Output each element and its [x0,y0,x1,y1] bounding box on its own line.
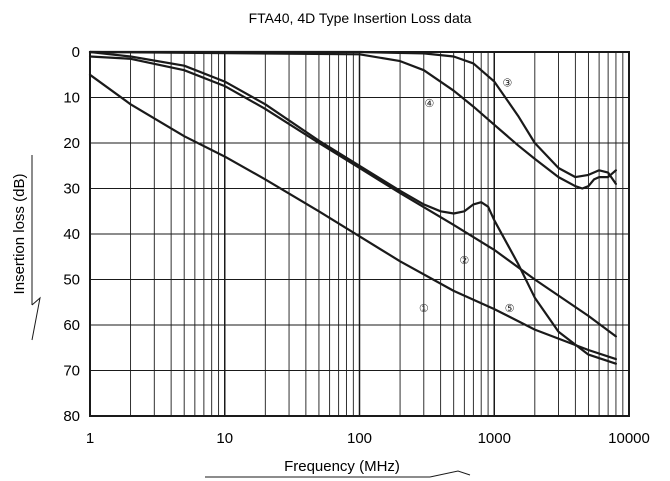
y-tick-label: 20 [63,135,80,152]
x-tick-label: 1000 [478,430,511,447]
curve-marker-2: ② [459,255,469,267]
series-line-3 [88,50,618,185]
series-line-5 [88,50,618,365]
series-line-2 [88,55,618,338]
y-tick-label: 10 [63,90,80,107]
x-tick-label: 10000 [608,430,650,447]
plot-frame [89,51,630,417]
x-tick-label: 100 [347,430,372,447]
y-tick-label: 40 [63,226,80,243]
curve-marker-1: ① [419,303,429,315]
y-tick-label: 50 [63,272,80,289]
y-tick-label: 0 [72,44,80,61]
series-line-4 [88,50,618,190]
y-label-leader [31,296,41,341]
x-tick-label: 1 [86,430,94,447]
y-tick-label: 80 [63,408,80,425]
curve-marker-5: ⑤ [505,303,515,315]
grid [90,52,629,416]
y-tick-label: 60 [63,317,80,334]
y-axis-label: Insertion loss (dB) [11,174,28,295]
x-tick-labels: 1 10 100 1000 10000 [86,430,650,447]
x-axis-label: Frequency (MHz) [284,458,400,475]
y-tick-labels: 0 10 20 30 40 50 60 70 80 [63,44,80,425]
curve-marker-4: ④ [424,98,434,110]
x-tick-label: 10 [216,430,233,447]
curve-markers: ① ② ③ ④ ⑤ [419,78,515,315]
curve-marker-3: ③ [502,78,512,90]
x-label-leader [429,470,471,478]
series-group [88,50,618,365]
series-line-1 [88,73,618,361]
chart-title: FTA40, 4D Type Insertion Loss data [249,10,472,26]
y-tick-label: 70 [63,363,80,380]
y-tick-label: 30 [63,181,80,198]
